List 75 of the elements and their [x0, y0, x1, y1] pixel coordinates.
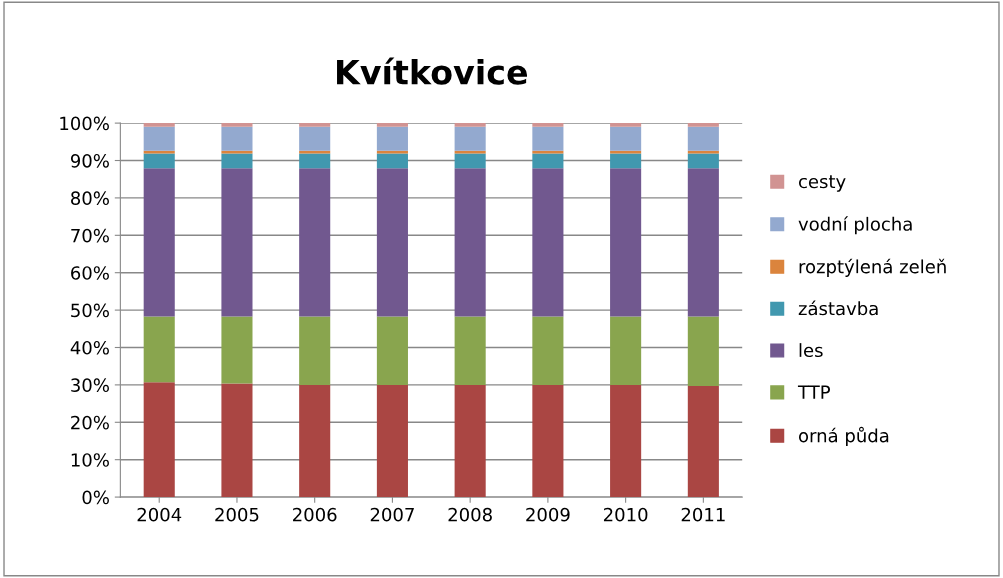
- bar: [610, 153, 642, 169]
- bar: [143, 126, 175, 151]
- legend-label: cesty: [798, 175, 846, 192]
- legend-label: zástavba: [798, 300, 878, 316]
- x-tick-label: 2010: [603, 507, 648, 522]
- bar: [143, 316, 175, 383]
- bar: [376, 153, 408, 169]
- bar: [299, 316, 331, 385]
- x-tick-label: 2009: [526, 507, 570, 522]
- x-tick-label: 2006: [293, 507, 337, 522]
- bar: [376, 123, 408, 127]
- bar: [454, 384, 486, 498]
- bar: [687, 168, 719, 317]
- bar: [687, 153, 719, 169]
- bar: [687, 316, 719, 387]
- x-tick-label: 2004: [137, 507, 182, 522]
- bar: [221, 383, 253, 498]
- bar: [143, 382, 175, 498]
- y-tick-label: 10%: [71, 453, 109, 467]
- bar: [454, 153, 486, 169]
- chart-title: Kvítkovice: [337, 57, 527, 85]
- bar: [532, 126, 564, 151]
- legend-label: vodní plocha: [798, 216, 912, 235]
- bar: [610, 316, 642, 385]
- bar: [299, 123, 331, 127]
- bar: [532, 123, 564, 127]
- bar: [687, 126, 719, 151]
- bar: [299, 384, 331, 498]
- bar: [532, 168, 564, 317]
- bar: [299, 126, 331, 151]
- bar: [376, 126, 408, 151]
- bar: [610, 384, 642, 498]
- y-tick-label: 60%: [71, 266, 109, 280]
- bar: [143, 168, 175, 317]
- legend-label: TTP: [797, 385, 830, 399]
- bar: [143, 123, 175, 127]
- bar: [299, 168, 331, 317]
- y-tick-label: 100%: [60, 116, 109, 131]
- bar: [610, 126, 642, 151]
- y-tick-label: 90%: [70, 153, 109, 168]
- y-tick-label: 40%: [70, 340, 109, 355]
- y-tick-label: 50%: [71, 303, 109, 318]
- bar: [454, 316, 486, 385]
- bar: [532, 153, 564, 169]
- x-tick-label: 2005: [215, 507, 259, 522]
- bar: [610, 168, 642, 317]
- bar: [221, 316, 253, 384]
- x-tick-label: 2011: [681, 507, 725, 522]
- bar: [376, 384, 408, 498]
- bar: [143, 153, 175, 169]
- bar: [221, 123, 253, 127]
- bar: [532, 316, 564, 385]
- x-tick-label: 2008: [448, 507, 492, 522]
- legend-label: les: [799, 343, 823, 358]
- y-tick-label: 30%: [71, 378, 109, 393]
- y-tick-label: 80%: [71, 191, 109, 206]
- y-tick-label: 0%: [82, 490, 109, 505]
- bar: [376, 316, 408, 385]
- bar: [221, 153, 253, 169]
- bar: [454, 126, 486, 151]
- bar: [221, 168, 253, 317]
- bar: [687, 386, 719, 498]
- bar: [376, 168, 408, 317]
- bar: [610, 123, 642, 127]
- bar: [299, 153, 331, 169]
- bar: [687, 123, 719, 127]
- bar: [454, 168, 486, 317]
- y-tick-label: 70%: [71, 228, 109, 243]
- y-tick-label: 20%: [71, 415, 109, 430]
- legend-label: orná půda: [798, 426, 889, 446]
- x-tick-label: 2007: [370, 507, 414, 522]
- bar: [454, 123, 486, 127]
- bar: [221, 126, 253, 151]
- legend-label: rozptýlená zeleň: [799, 258, 946, 277]
- bar: [532, 384, 564, 498]
